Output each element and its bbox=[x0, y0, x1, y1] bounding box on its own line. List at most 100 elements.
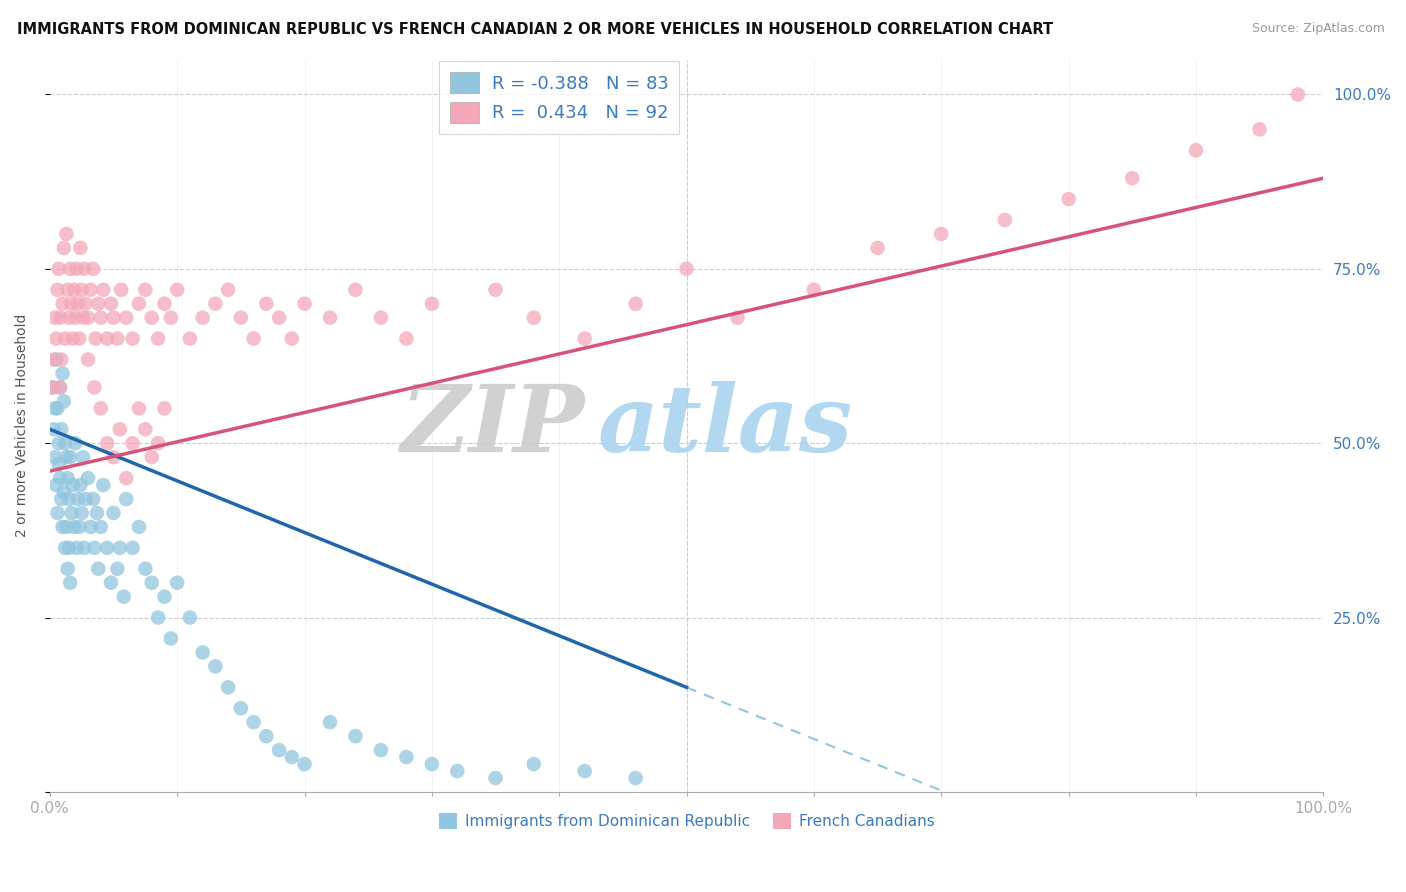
Point bbox=[294, 757, 316, 772]
Point bbox=[141, 450, 163, 465]
Point bbox=[90, 310, 112, 325]
Point bbox=[73, 541, 96, 555]
Point bbox=[121, 541, 143, 555]
Point bbox=[56, 562, 79, 576]
Point bbox=[59, 575, 82, 590]
Point bbox=[128, 401, 150, 416]
Point bbox=[395, 750, 418, 764]
Point bbox=[153, 401, 176, 416]
Point bbox=[49, 310, 72, 325]
Point bbox=[90, 401, 112, 416]
Point bbox=[83, 380, 105, 394]
Point bbox=[319, 715, 342, 730]
Point bbox=[96, 436, 118, 450]
Point bbox=[62, 332, 84, 346]
Point bbox=[82, 491, 104, 506]
Point bbox=[55, 450, 77, 465]
Point bbox=[55, 520, 77, 534]
Point bbox=[52, 485, 75, 500]
Point bbox=[65, 541, 87, 555]
Point bbox=[70, 506, 93, 520]
Point bbox=[267, 310, 290, 325]
Point bbox=[62, 478, 84, 492]
Point bbox=[45, 478, 67, 492]
Point bbox=[146, 610, 169, 624]
Point bbox=[67, 332, 90, 346]
Point bbox=[100, 575, 122, 590]
Point bbox=[153, 590, 176, 604]
Point bbox=[523, 757, 546, 772]
Point bbox=[105, 332, 128, 346]
Point bbox=[42, 422, 65, 436]
Point bbox=[121, 436, 143, 450]
Point bbox=[45, 332, 67, 346]
Point bbox=[72, 310, 94, 325]
Point bbox=[44, 310, 66, 325]
Point bbox=[72, 450, 94, 465]
Point bbox=[624, 771, 647, 785]
Point bbox=[42, 352, 65, 367]
Point bbox=[166, 283, 188, 297]
Point bbox=[103, 450, 125, 465]
Point bbox=[63, 520, 86, 534]
Point bbox=[41, 380, 63, 394]
Point bbox=[141, 310, 163, 325]
Point bbox=[49, 380, 72, 394]
Point bbox=[103, 310, 125, 325]
Point bbox=[254, 296, 277, 310]
Point bbox=[58, 541, 80, 555]
Point bbox=[112, 590, 135, 604]
Point bbox=[48, 457, 70, 471]
Text: atlas: atlas bbox=[598, 381, 852, 471]
Y-axis label: 2 or more Vehicles in Household: 2 or more Vehicles in Household bbox=[15, 314, 30, 538]
Point bbox=[69, 478, 91, 492]
Point bbox=[191, 645, 214, 659]
Point bbox=[87, 296, 110, 310]
Point bbox=[51, 422, 73, 436]
Point bbox=[344, 729, 367, 743]
Text: Source: ZipAtlas.com: Source: ZipAtlas.com bbox=[1251, 22, 1385, 36]
Point bbox=[44, 450, 66, 465]
Point bbox=[108, 541, 131, 555]
Point bbox=[179, 610, 201, 624]
Point bbox=[65, 261, 87, 276]
Point bbox=[48, 261, 70, 276]
Point bbox=[59, 261, 82, 276]
Point bbox=[73, 261, 96, 276]
Point bbox=[727, 310, 749, 325]
Point bbox=[79, 283, 101, 297]
Point bbox=[446, 764, 468, 778]
Point bbox=[134, 562, 156, 576]
Point bbox=[929, 227, 952, 241]
Point bbox=[115, 491, 138, 506]
Point bbox=[60, 296, 83, 310]
Point bbox=[141, 575, 163, 590]
Point bbox=[134, 422, 156, 436]
Point bbox=[56, 471, 79, 485]
Point bbox=[229, 310, 252, 325]
Point bbox=[420, 296, 443, 310]
Point bbox=[484, 771, 506, 785]
Point bbox=[53, 541, 76, 555]
Point bbox=[344, 283, 367, 297]
Point bbox=[108, 422, 131, 436]
Point bbox=[1121, 171, 1143, 186]
Point bbox=[242, 715, 264, 730]
Point bbox=[77, 352, 100, 367]
Point bbox=[319, 310, 342, 325]
Point bbox=[55, 227, 77, 241]
Point bbox=[204, 296, 226, 310]
Point bbox=[1057, 192, 1080, 206]
Point bbox=[146, 436, 169, 450]
Point bbox=[65, 310, 87, 325]
Point bbox=[91, 478, 114, 492]
Point bbox=[1286, 87, 1309, 102]
Point bbox=[242, 332, 264, 346]
Point bbox=[46, 401, 69, 416]
Point bbox=[75, 296, 97, 310]
Point bbox=[52, 241, 75, 255]
Point bbox=[67, 520, 90, 534]
Point bbox=[166, 575, 188, 590]
Point bbox=[121, 332, 143, 346]
Point bbox=[96, 332, 118, 346]
